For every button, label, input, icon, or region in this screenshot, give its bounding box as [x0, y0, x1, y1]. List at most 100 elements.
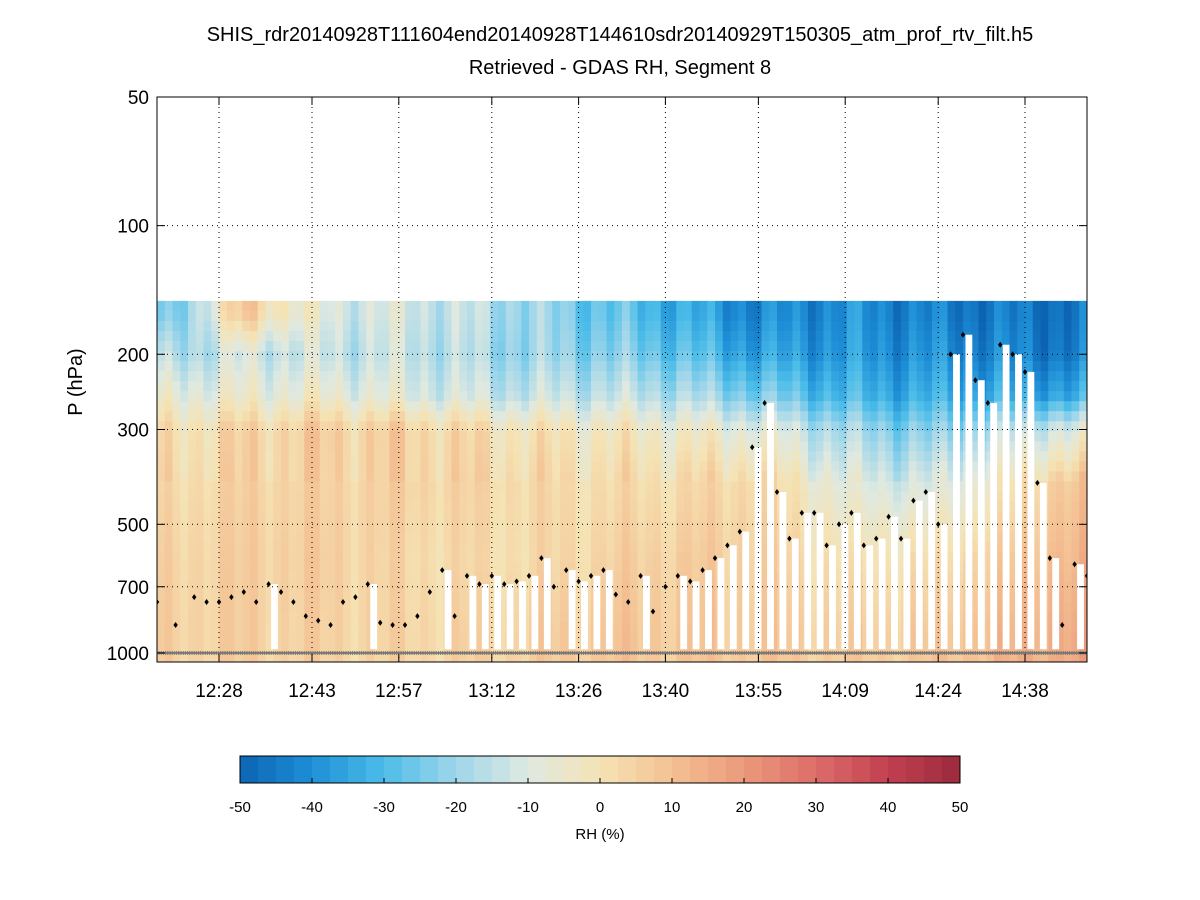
field-cell — [250, 641, 259, 653]
field-cell — [916, 361, 925, 372]
field-cell — [343, 391, 352, 402]
field-cell — [521, 451, 530, 462]
field-cell — [591, 401, 600, 412]
field-cell — [397, 631, 406, 643]
surface-marker — [617, 650, 621, 656]
field-cell — [343, 320, 352, 332]
surface-marker — [421, 650, 425, 656]
field-cell — [823, 541, 832, 553]
field-cell — [908, 461, 918, 473]
field-cell — [699, 330, 708, 342]
field-cell — [296, 361, 305, 372]
field-cell — [281, 320, 290, 332]
field-cell — [226, 421, 236, 432]
colorbar-swatch — [726, 756, 745, 783]
field-cell — [970, 411, 980, 422]
field-cell — [350, 521, 360, 533]
field-cell — [746, 641, 755, 653]
field-cell — [893, 371, 902, 382]
field-cell — [443, 521, 453, 533]
field-cell — [808, 521, 817, 533]
field-cell — [1009, 391, 1018, 402]
field-cell — [815, 391, 825, 402]
field-cell — [986, 361, 995, 372]
field-cell — [730, 421, 739, 432]
field-cell — [312, 651, 321, 662]
field-cell — [676, 471, 685, 483]
surface-marker — [436, 650, 440, 656]
field-cell — [296, 631, 305, 643]
field-cell — [839, 441, 848, 452]
field-cell — [397, 591, 406, 603]
field-cell — [885, 421, 894, 432]
field-cell — [482, 521, 491, 533]
field-cell — [405, 501, 414, 513]
field-cell — [242, 401, 251, 412]
field-cell — [645, 551, 654, 563]
field-cell — [374, 591, 383, 603]
field-cell — [777, 351, 786, 362]
field-cell — [691, 511, 701, 523]
field-cell — [443, 351, 453, 362]
field-cell — [614, 551, 623, 563]
surface-marker — [164, 650, 168, 656]
field-cell — [250, 561, 259, 573]
surface-marker — [964, 650, 968, 656]
surface-marker — [513, 650, 517, 656]
field-cell — [614, 391, 623, 402]
field-cell — [1025, 651, 1034, 662]
field-cell — [792, 531, 801, 543]
field-cell — [505, 330, 515, 342]
field-cell — [1071, 330, 1080, 342]
field-cell — [653, 641, 662, 653]
field-cell — [288, 561, 298, 573]
field-cell — [505, 571, 515, 583]
surface-marker — [821, 650, 825, 656]
field-cell — [823, 320, 832, 332]
field-cell — [722, 591, 732, 603]
field-cell — [567, 320, 577, 332]
field-cell — [947, 511, 956, 523]
field-cell — [614, 361, 623, 372]
field-cell — [389, 611, 398, 623]
field-cell — [428, 611, 437, 623]
field-cell — [544, 401, 553, 412]
field-cell — [188, 381, 197, 392]
field-cell — [451, 621, 460, 633]
field-cell — [947, 361, 956, 372]
field-cell — [552, 511, 561, 523]
surface-marker — [810, 650, 814, 656]
field-cell — [172, 591, 181, 603]
field-cell — [846, 621, 856, 633]
surface-marker — [247, 650, 251, 656]
field-cell — [436, 391, 445, 402]
field-cell — [482, 361, 491, 372]
field-cell — [250, 651, 259, 662]
field-cell — [505, 300, 515, 312]
field-cell — [474, 491, 484, 503]
field-cell — [164, 591, 174, 603]
field-cell — [800, 461, 809, 473]
field-cell — [420, 411, 429, 422]
surface-marker — [931, 650, 935, 656]
field-cell — [691, 361, 701, 372]
field-cell — [885, 361, 894, 372]
field-cell — [784, 320, 794, 332]
field-cell — [567, 491, 577, 503]
field-cell — [226, 401, 236, 412]
field-cell — [606, 361, 615, 372]
field-cell — [459, 451, 468, 462]
field-cell — [955, 300, 964, 312]
field-cell — [583, 471, 592, 483]
surface-marker — [452, 650, 456, 656]
cloud-gap — [444, 570, 452, 650]
field-cell — [1079, 300, 1087, 312]
cloud-gap — [891, 516, 898, 650]
surface-marker — [234, 650, 238, 656]
cloud-top-marker — [427, 588, 432, 595]
field-cell — [963, 651, 972, 662]
field-cell — [180, 641, 189, 653]
surface-marker — [901, 650, 905, 656]
field-cell — [722, 491, 732, 503]
field-cell — [490, 351, 499, 362]
